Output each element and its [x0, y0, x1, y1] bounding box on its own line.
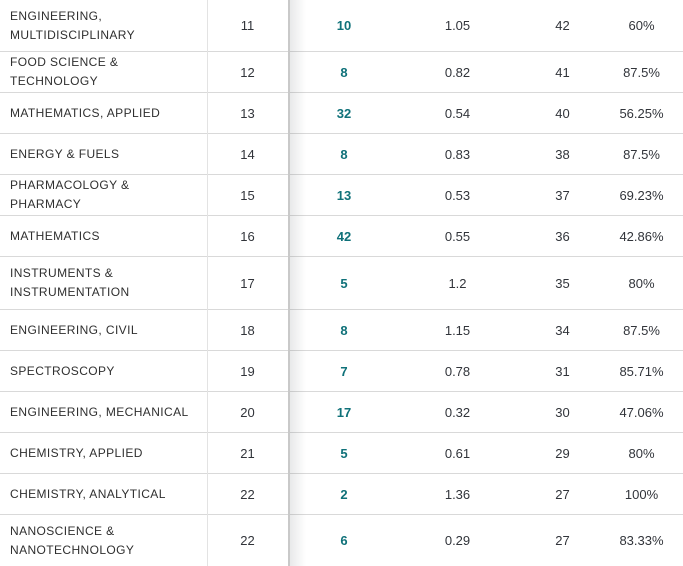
- table-row: NANOSCIENCE & NANOTECHNOLOGY 22 6 0.29 2…: [0, 515, 683, 566]
- table-row: PHARMACOLOGY & PHARMACY 15 13 0.53 37 69…: [0, 175, 683, 216]
- impact-cell: 1.15: [444, 322, 471, 338]
- total-cell: 31: [555, 363, 570, 379]
- percent-cell: 42.86%: [619, 228, 664, 244]
- total-cell: 41: [555, 64, 570, 80]
- table-row: FOOD SCIENCE & TECHNOLOGY 12 8 0.82 41 8…: [0, 52, 683, 93]
- impact-cell: 0.78: [444, 363, 471, 379]
- rank-cell: 12: [240, 64, 255, 80]
- documents-count-link[interactable]: 2: [340, 486, 348, 502]
- documents-count-link[interactable]: 7: [340, 363, 348, 379]
- rank-cell: 20: [240, 404, 255, 420]
- total-cell: 30: [555, 404, 570, 420]
- category-cell: MATHEMATICS, APPLIED: [10, 105, 161, 120]
- total-cell: 42: [555, 18, 570, 33]
- total-cell: 36: [555, 228, 570, 244]
- documents-count-link[interactable]: 32: [336, 105, 352, 121]
- table-row: MATHEMATICS 16 42 0.55 36 42.86%: [0, 216, 683, 257]
- category-cell: ENGINEERING, MECHANICAL: [10, 404, 189, 419]
- total-cell: 37: [555, 187, 570, 203]
- percent-cell: 100%: [624, 486, 659, 502]
- total-cell: 27: [555, 533, 570, 548]
- percent-cell: 56.25%: [619, 105, 664, 121]
- table-row: ENGINEERING, MULTIDISCIPLINARY 11 10 1.0…: [0, 0, 683, 52]
- rank-cell: 16: [240, 228, 255, 244]
- documents-count-link[interactable]: 5: [340, 445, 348, 461]
- category-cell: MATHEMATICS: [10, 228, 100, 243]
- rank-cell: 21: [240, 445, 255, 461]
- total-cell: 40: [555, 105, 570, 121]
- impact-cell: 1.36: [444, 486, 471, 502]
- table-row: MATHEMATICS, APPLIED 13 32 0.54 40 56.25…: [0, 93, 683, 134]
- rank-cell: 14: [240, 146, 255, 162]
- table-row: ENERGY & FUELS 14 8 0.83 38 87.5%: [0, 134, 683, 175]
- rank-cell: 22: [240, 486, 255, 502]
- category-cell: CHEMISTRY, APPLIED: [10, 445, 143, 460]
- percent-cell: 47.06%: [619, 404, 664, 420]
- percent-cell: 69.23%: [619, 187, 664, 203]
- percent-cell: 80%: [628, 275, 655, 291]
- documents-count-link[interactable]: 5: [340, 275, 348, 291]
- table-row: SPECTROSCOPY 19 7 0.78 31 85.71%: [0, 351, 683, 392]
- table-row: ENGINEERING, MECHANICAL 20 17 0.32 30 47…: [0, 392, 683, 433]
- impact-cell: 1.2: [448, 275, 467, 291]
- table-row: ENGINEERING, CIVIL 18 8 1.15 34 87.5%: [0, 310, 683, 351]
- total-cell: 27: [555, 486, 570, 502]
- category-cell: INSTRUMENTS & INSTRUMENTATION: [10, 266, 130, 299]
- rank-cell: 18: [240, 322, 255, 338]
- documents-count-link[interactable]: 10: [336, 18, 352, 33]
- impact-cell: 0.55: [444, 228, 471, 244]
- impact-cell: 0.82: [444, 64, 471, 80]
- total-cell: 35: [555, 275, 570, 291]
- table-row: CHEMISTRY, ANALYTICAL 22 2 1.36 27 100%: [0, 474, 683, 515]
- category-cell: ENERGY & FUELS: [10, 146, 120, 161]
- impact-cell: 0.54: [444, 105, 471, 121]
- impact-cell: 0.32: [444, 404, 471, 420]
- table-row: INSTRUMENTS & INSTRUMENTATION 17 5 1.2 3…: [0, 257, 683, 310]
- category-cell: FOOD SCIENCE & TECHNOLOGY: [10, 55, 119, 88]
- percent-cell: 85.71%: [619, 363, 664, 379]
- category-cell: SPECTROSCOPY: [10, 363, 115, 378]
- impact-cell: 0.53: [444, 187, 471, 203]
- rank-cell: 22: [240, 533, 255, 548]
- percent-cell: 87.5%: [623, 146, 660, 162]
- total-cell: 29: [555, 445, 570, 461]
- category-cell: NANOSCIENCE & NANOTECHNOLOGY: [10, 523, 135, 557]
- documents-count-link[interactable]: 8: [340, 322, 348, 338]
- category-cell: ENGINEERING, MULTIDISCIPLINARY: [10, 8, 136, 42]
- impact-cell: 0.83: [444, 146, 471, 162]
- percent-cell: 60%: [628, 18, 655, 33]
- percent-cell: 87.5%: [623, 64, 660, 80]
- rank-cell: 11: [240, 18, 255, 33]
- total-cell: 38: [555, 146, 570, 162]
- category-cell: PHARMACOLOGY & PHARMACY: [10, 178, 130, 211]
- rank-cell: 17: [240, 275, 255, 291]
- rank-cell: 19: [240, 363, 255, 379]
- documents-count-link[interactable]: 6: [340, 533, 348, 548]
- total-cell: 34: [555, 322, 570, 338]
- percent-cell: 87.5%: [623, 322, 660, 338]
- category-cell: CHEMISTRY, ANALYTICAL: [10, 486, 166, 501]
- impact-cell: 0.61: [444, 445, 471, 461]
- rank-cell: 15: [240, 187, 255, 203]
- documents-count-link[interactable]: 13: [336, 187, 352, 203]
- category-cell: ENGINEERING, CIVIL: [10, 322, 138, 337]
- impact-cell: 0.29: [444, 533, 471, 548]
- impact-cell: 1.05: [444, 18, 471, 33]
- table-row: CHEMISTRY, APPLIED 21 5 0.61 29 80%: [0, 433, 683, 474]
- percent-cell: 80%: [628, 445, 655, 461]
- documents-count-link[interactable]: 8: [340, 64, 348, 80]
- rank-cell: 13: [240, 105, 255, 121]
- documents-count-link[interactable]: 17: [336, 404, 352, 420]
- documents-count-link[interactable]: 8: [340, 146, 348, 162]
- documents-count-link[interactable]: 42: [336, 228, 352, 244]
- percent-cell: 83.33%: [619, 533, 664, 548]
